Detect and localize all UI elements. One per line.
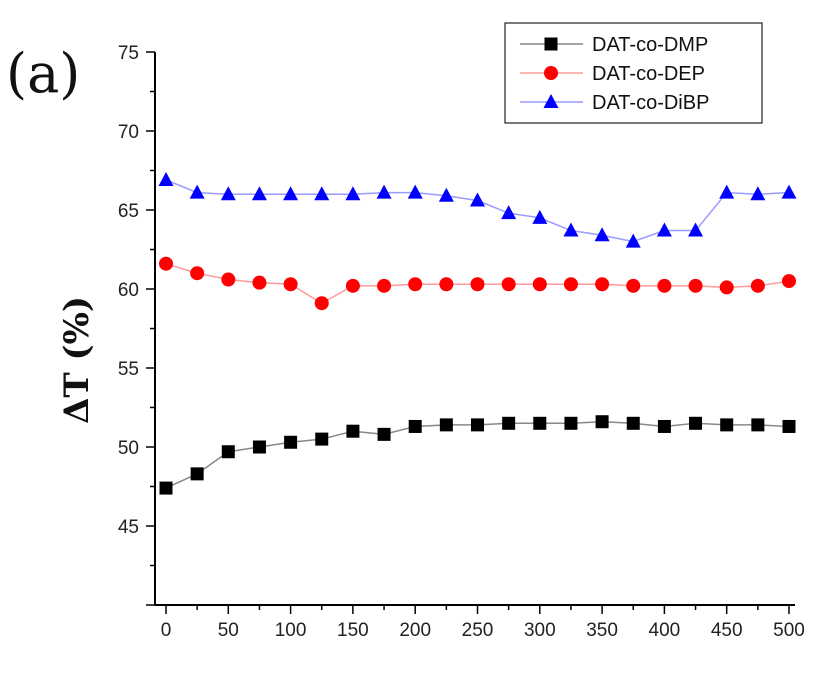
data-point [750, 278, 765, 293]
data-point [221, 272, 236, 287]
data-point [563, 277, 578, 292]
series-layer [158, 171, 797, 495]
data-point [533, 416, 547, 430]
data-point [502, 416, 516, 430]
x-tick-label: 100 [275, 620, 307, 641]
data-point [719, 280, 734, 295]
y-tick-label: 70 [118, 122, 139, 143]
data-point [688, 278, 703, 293]
legend-label: DAT-co-DEP [592, 63, 705, 85]
data-point [501, 205, 517, 220]
data-point [471, 418, 484, 432]
legend-marker [544, 66, 558, 80]
x-tick-label: 250 [462, 620, 494, 641]
legend-label: DAT-co-DiBP [592, 92, 709, 114]
data-point [189, 184, 205, 199]
data-point [221, 445, 235, 459]
data-point [283, 277, 298, 292]
data-point [470, 277, 485, 292]
data-point [689, 416, 703, 430]
data-point [595, 277, 610, 292]
y-tick-label: 60 [118, 280, 139, 301]
data-point [626, 416, 640, 430]
x-tick-label: 400 [649, 620, 681, 641]
data-point [782, 274, 796, 289]
data-point [252, 275, 267, 290]
data-point [501, 277, 516, 292]
data-point [408, 277, 423, 292]
data-point [657, 419, 671, 433]
x-tick-label: 0 [161, 620, 172, 641]
data-point [377, 427, 391, 441]
y-tick-label: 50 [118, 438, 139, 459]
y-tick-label: 65 [118, 201, 139, 222]
panel-label: (a) [6, 42, 80, 105]
legend: DAT-co-DMP DAT-co-DEP DAT-co-DiBP [504, 22, 763, 124]
series-triangle [158, 171, 797, 248]
data-point [159, 481, 173, 495]
data-point [626, 278, 641, 293]
data-point [314, 186, 330, 201]
data-point [407, 184, 423, 199]
y-tick-label: 75 [118, 43, 139, 64]
data-point [190, 266, 205, 281]
x-tick-label: 300 [524, 620, 556, 641]
legend-marker [544, 37, 558, 51]
data-point [625, 233, 641, 248]
data-point [159, 256, 173, 271]
data-point [532, 277, 547, 292]
data-point [345, 278, 360, 293]
data-point [688, 222, 704, 237]
legend-label: DAT-co-DMP [592, 34, 708, 56]
legend-marker [543, 94, 559, 108]
data-point [251, 186, 267, 201]
data-point [563, 222, 579, 237]
data-point [314, 296, 329, 311]
data-point [750, 186, 766, 201]
data-point [284, 435, 298, 449]
data-point [657, 278, 672, 293]
series-square [159, 415, 796, 495]
x-tick-label: 450 [711, 620, 743, 641]
data-point [719, 184, 735, 199]
data-point [346, 424, 360, 438]
data-point [470, 192, 485, 207]
x-tick-label: 200 [399, 620, 431, 641]
data-point [439, 418, 453, 432]
data-point [376, 184, 392, 199]
data-point [595, 415, 609, 429]
axes: 45 50 55 60 65 70 75 0 50 100 150 200 250 300 350 400 45… [118, 43, 805, 641]
x-tick-label: 50 [218, 620, 239, 641]
y-axis-label: ΔT (%) [57, 296, 97, 424]
x-tick-label: 350 [586, 620, 618, 641]
data-point [408, 419, 422, 433]
data-point [158, 171, 174, 186]
x-tick-label: 500 [773, 620, 805, 641]
data-point [283, 186, 299, 201]
data-point [315, 432, 329, 446]
data-point [564, 416, 578, 430]
data-point [782, 419, 796, 433]
data-point [220, 186, 236, 201]
x-tick-label: 150 [337, 620, 369, 641]
data-point [190, 467, 204, 481]
series-line [165, 420, 790, 489]
data-point [656, 222, 672, 237]
y-tick-label: 55 [118, 359, 139, 380]
data-point [781, 184, 797, 199]
data-point [439, 277, 454, 292]
data-point [345, 186, 361, 201]
series-circle [159, 256, 796, 311]
data-point [532, 209, 548, 224]
data-point [377, 278, 392, 293]
data-point [751, 418, 765, 432]
data-point [438, 187, 454, 202]
data-point [720, 418, 734, 432]
data-point [252, 440, 266, 454]
y-tick-label: 45 [118, 517, 139, 538]
data-point [594, 227, 610, 242]
